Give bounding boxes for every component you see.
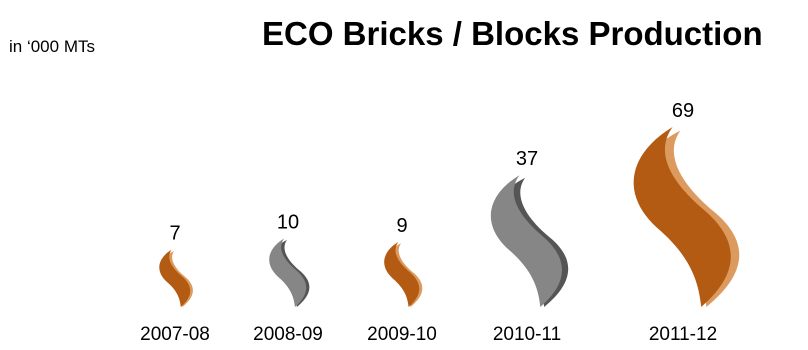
category-label: 2010-11 [493, 324, 561, 345]
category-label: 2007-08 [140, 324, 210, 345]
flame-mark [159, 249, 193, 307]
flame-mark [269, 238, 310, 307]
value-label: 69 [672, 100, 694, 122]
chart-title: ECO Bricks / Blocks Production [262, 15, 763, 52]
flame-mark [384, 241, 423, 307]
category-label: 2008-09 [253, 324, 323, 345]
value-label: 7 [169, 223, 180, 245]
category-label: 2009-10 [367, 324, 437, 345]
flame-mark [633, 127, 740, 307]
unit-label: in ‘000 MTs [9, 37, 95, 56]
value-label: 10 [277, 211, 299, 233]
flame-mark [490, 175, 569, 307]
value-label: 9 [396, 215, 407, 237]
category-label: 2011-12 [649, 324, 717, 345]
value-label: 37 [516, 148, 538, 170]
